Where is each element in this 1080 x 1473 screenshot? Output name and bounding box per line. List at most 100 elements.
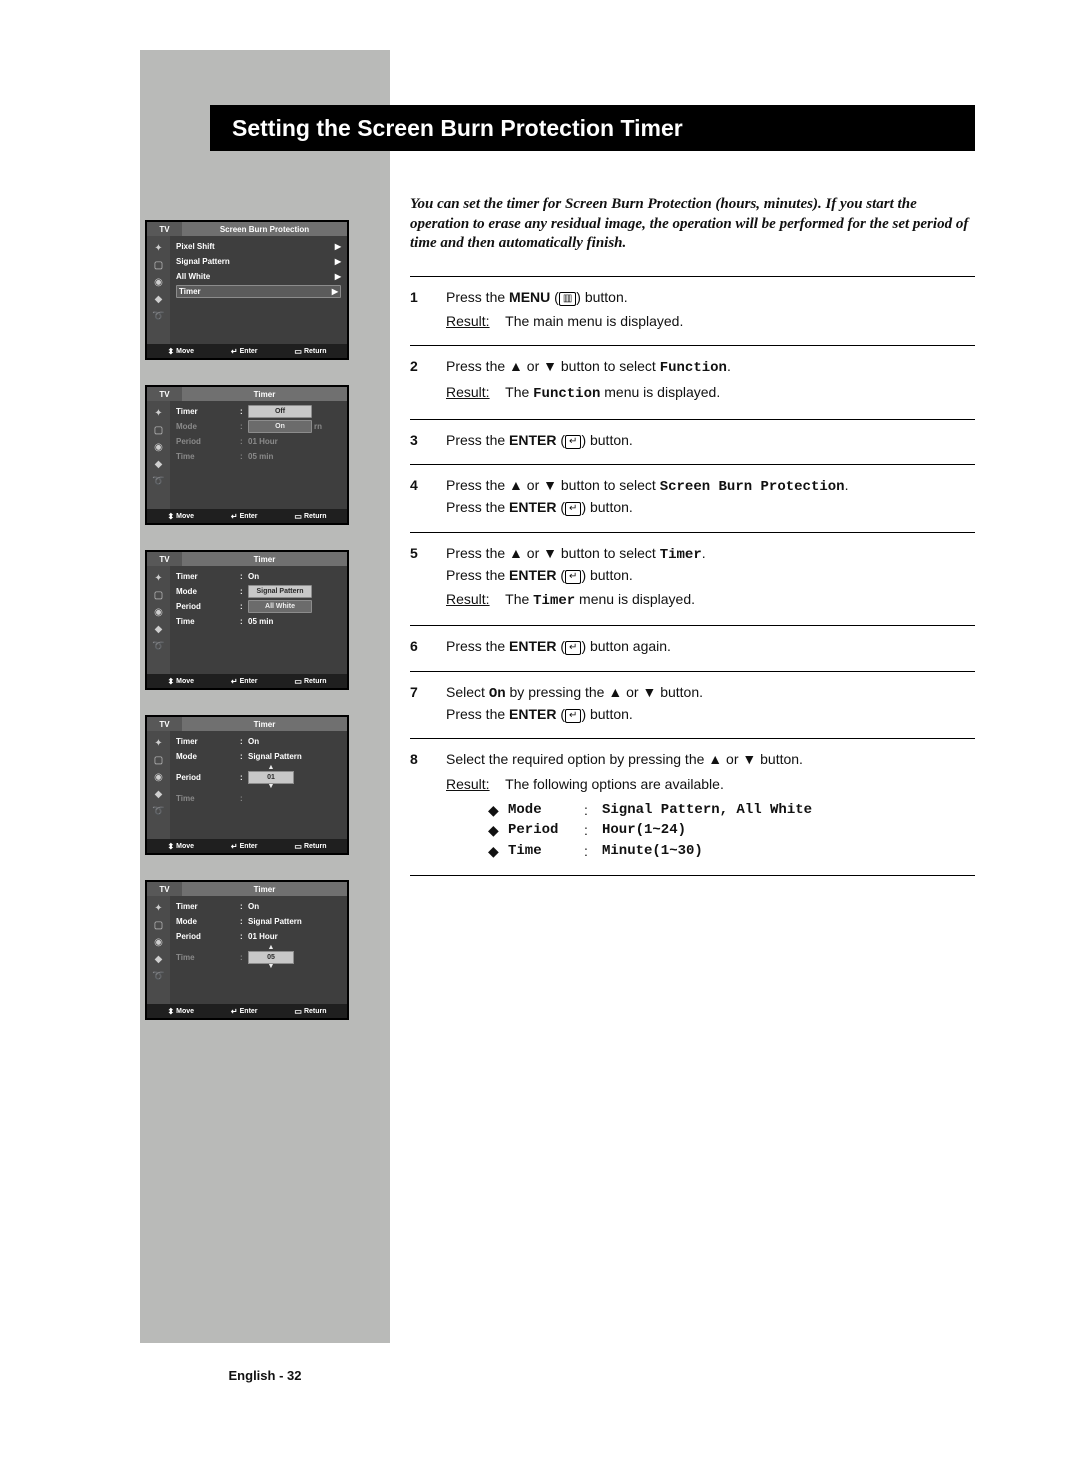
osd-footer-enter: ↵Enter [231,677,258,686]
osd-colon: : [240,602,248,611]
osd-tv-label: TV [147,717,182,731]
osd-colon: : [240,794,248,803]
osd-side-icon: ✦ [147,900,170,917]
updown-icon: ⬍ [167,1007,174,1016]
inline-button-icon: ↵ [565,502,581,516]
osd-footer: ⬍Move ↵Enter ▭Return [147,344,347,358]
page-title: Setting the Screen Burn Protection Timer [232,115,683,142]
osd-footer-move: ⬍Move [167,512,194,521]
step-line: Press the ▲ or ▼ button to select Timer. [446,543,975,565]
osd-row: Time:▲ 05 ▼ [176,945,341,970]
osd-row-label: Timer [179,287,243,296]
osd-side-icon: ✦ [147,570,170,587]
option-row: ◆ Period : Hour(1~24) [488,820,975,840]
osd-panel: TV Timer✦▢◉◆➰Timer:OnMode:Signal Pattern… [145,715,349,855]
enter-icon: ↵ [231,347,238,356]
osd-side-icon: ◆ [147,621,170,638]
chevron-right-icon: ▶ [335,257,341,266]
step-body: Press the ▲ or ▼ button to select Timer.… [446,543,975,612]
step-body: Select On by pressing the ▲ or ▼ button.… [446,682,975,725]
osd-side-icon: ◆ [147,291,170,308]
osd-side-icon: ➰ [147,638,170,655]
osd-icon-strip: ✦▢◉◆➰ [147,731,170,839]
step-line: Press the ▲ or ▼ button to select Functi… [446,356,975,378]
chevron-right-icon: ▶ [335,272,341,281]
step-number: 5 [410,543,428,612]
step-line: Result: The Function menu is displayed. [446,382,975,404]
step-line: Select On by pressing the ▲ or ▼ button. [446,682,975,704]
osd-row: Time:05 min [176,615,341,628]
osd-row: Period:01 Hour [176,435,341,448]
osd-pill: On [248,420,312,433]
osd-panel: TV Timer✦▢◉◆➰Timer:OnMode:Signal Pattern… [145,550,349,690]
osd-row-value: On [248,737,341,746]
result-label: Result: [446,313,490,329]
osd-colon: : [240,617,248,626]
osd-row: Mode:Signal Pattern [176,585,341,598]
step-line: Result: The main menu is displayed. [446,311,975,331]
step-line: Select the required option by pressing t… [446,749,975,769]
osd-row-label: Timer [176,407,240,416]
osd-panel-title: Timer [182,882,347,896]
osd-footer-return: ▭Return [294,347,326,356]
step: 7Select On by pressing the ▲ or ▼ button… [410,671,975,739]
page-footer: English - 32 [140,1368,390,1383]
inline-button-icon: ↵ [565,435,581,449]
inline-button-icon: ↵ [565,570,581,584]
step-body: Press the ▲ or ▼ button to select Screen… [446,475,975,518]
osd-icon-strip: ✦▢◉◆➰ [147,896,170,1004]
osd-row: Timer▶ [176,285,341,298]
osd-footer: ⬍Move ↵Enter ▭Return [147,839,347,853]
osd-footer: ⬍Move ↵Enter ▭Return [147,509,347,523]
result-label: Result: [446,591,490,607]
osd-colon: : [240,422,248,431]
osd-side-icon: ◆ [147,786,170,803]
step-body: Press the ENTER (↵) button. [446,430,975,450]
osd-footer-move: ⬍Move [167,842,194,851]
osd-row-value: 01 Hour [248,932,341,941]
step-number: 6 [410,636,428,656]
step-body: Press the ▲ or ▼ button to select Functi… [446,356,975,405]
osd-tv-label: TV [147,882,182,896]
osd-row: Period:01 Hour [176,930,341,943]
osd-row-label: Mode [176,587,240,596]
chevron-down-icon: ▼ [268,784,275,790]
step: 5 Press the ▲ or ▼ button to select Timer… [410,532,975,626]
osd-row: Time:05 min [176,450,341,463]
osd-pill: Signal Pattern [248,585,312,598]
osd-row: All White ▶ [176,270,341,283]
osd-panel: TV Timer✦▢◉◆➰Timer:OnMode:Signal Pattern… [145,880,349,1020]
osd-panel: TV Timer✦▢◉◆➰Timer:OffMode:On rnPeriod:0… [145,385,349,525]
chevron-right-icon: ▶ [335,242,341,251]
osd-side-icon: ➰ [147,308,170,325]
option-value: Minute(1~30) [602,841,703,861]
step-line: Press the ENTER (↵) button. [446,704,975,724]
arrow-icon: ▼ [543,545,557,561]
arrow-icon: ▲ [708,751,722,767]
osd-row: Pixel Shift▶ [176,240,341,253]
step-number: 2 [410,356,428,405]
osd-row-label: All White [176,272,240,281]
osd-footer-return: ▭Return [294,677,326,686]
chevron-down-icon: ▼ [268,964,275,970]
osd-row-label: Period [176,602,240,611]
osd-icon-strip: ✦▢◉◆➰ [147,401,170,509]
osd-footer-return: ▭Return [294,842,326,851]
osd-row-value: Signal Pattern [248,752,341,761]
osd-row-label: Time [176,953,240,962]
osd-side-icon: ◆ [147,951,170,968]
osd-content: Timer:OnMode:Signal PatternPeriod:All Wh… [170,566,347,674]
osd-panel-title: Timer [182,552,347,566]
osd-colon: : [240,917,248,926]
page-title-bar: Setting the Screen Burn Protection Timer [210,105,975,151]
osd-panel-title: Timer [182,717,347,731]
osd-pill: Off [248,405,312,418]
updown-icon: ⬍ [167,842,174,851]
osd-row-value: 05 min [248,617,341,626]
step-body: Select the required option by pressing t… [446,749,975,860]
options-list: ◆ Mode : Signal Pattern, All White◆ Peri… [446,800,975,861]
osd-content: Timer:OffMode:On rnPeriod:01 HourTime:05… [170,401,347,509]
osd-footer-move: ⬍Move [167,347,194,356]
osd-panel: TV Screen Burn Protection✦▢◉◆➰Pixel Shif… [145,220,349,360]
osd-spinner: ▲ 01 ▼ [248,765,294,790]
